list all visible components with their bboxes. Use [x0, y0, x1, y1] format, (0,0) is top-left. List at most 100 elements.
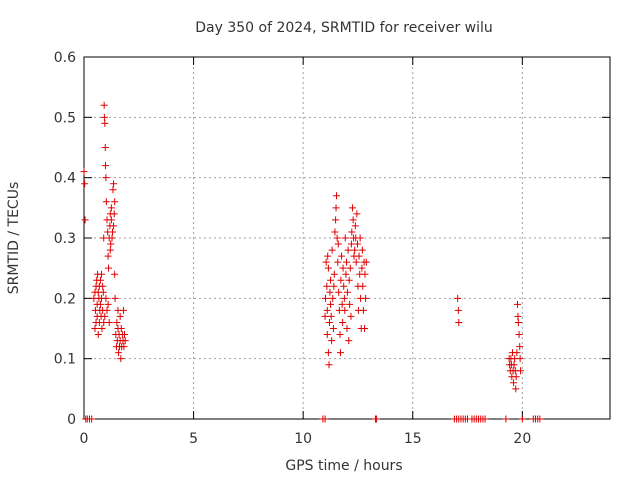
data-point	[321, 415, 329, 423]
data-point	[327, 300, 335, 308]
data-point	[322, 258, 330, 266]
data-point	[514, 318, 522, 326]
data-point	[343, 288, 351, 296]
data-point	[333, 234, 341, 242]
data-point	[88, 415, 96, 423]
data-point	[96, 300, 104, 308]
data-point	[517, 367, 525, 375]
data-point	[325, 318, 333, 326]
data-point	[329, 294, 337, 302]
data-point	[336, 349, 344, 357]
data-point	[324, 264, 332, 272]
data-point	[321, 312, 329, 320]
data-point	[104, 252, 112, 260]
data-point	[104, 300, 112, 308]
data-point	[358, 264, 366, 272]
data-point	[105, 318, 113, 326]
data-point	[113, 318, 121, 326]
data-point	[108, 228, 116, 236]
data-point	[96, 276, 104, 284]
data-point	[94, 331, 102, 339]
data-point	[81, 216, 89, 224]
data-point	[343, 258, 351, 266]
data-point	[336, 331, 344, 339]
data-point	[515, 331, 523, 339]
data-point	[346, 264, 354, 272]
y-tick-label: 0.4	[54, 171, 76, 187]
x-tick-label: 0	[80, 431, 89, 447]
data-point	[536, 415, 544, 423]
data-point	[117, 355, 125, 363]
data-point	[110, 210, 118, 218]
data-point	[351, 246, 359, 254]
data-point	[100, 101, 108, 109]
data-point	[361, 270, 369, 278]
data-point	[362, 258, 370, 266]
data-point	[481, 415, 489, 423]
data-point	[98, 325, 106, 332]
data-point	[332, 192, 340, 200]
data-point	[330, 270, 338, 278]
data-point	[99, 282, 107, 290]
axis-ticks: 0 0.1 0.2 0.3 0.4 0.5 0.6 0 5 10 15 20	[54, 50, 610, 447]
data-point	[362, 294, 370, 302]
data-point	[111, 294, 119, 302]
x-tick-label: 20	[513, 431, 531, 447]
data-point	[328, 337, 336, 345]
data-point	[99, 288, 107, 296]
data-point	[334, 258, 342, 266]
data-point	[347, 240, 355, 248]
data-point	[510, 379, 518, 387]
data-point	[101, 162, 109, 170]
chart-title: Day 350 of 2024, SRMTID for receiver wil…	[195, 20, 493, 36]
data-point	[514, 300, 522, 308]
data-point	[516, 343, 524, 351]
data-point	[348, 204, 356, 212]
data-point	[121, 337, 129, 345]
data-point	[106, 246, 114, 254]
data-point	[102, 198, 110, 206]
data-point	[101, 119, 109, 127]
data-point	[107, 204, 115, 212]
data-point	[512, 373, 520, 381]
data-point	[111, 198, 119, 206]
data-point	[117, 325, 125, 332]
data-point	[454, 306, 462, 314]
x-tick-label: 5	[189, 431, 198, 447]
data-point	[120, 343, 128, 351]
data-point	[354, 240, 362, 248]
data-point	[332, 204, 340, 212]
data-point	[323, 306, 331, 314]
data-point	[121, 331, 129, 339]
y-tick-label: 0	[67, 412, 76, 428]
data-point	[340, 294, 348, 302]
data-point	[326, 288, 334, 296]
data-point	[347, 312, 355, 320]
data-point	[339, 264, 347, 272]
data-point	[338, 252, 346, 260]
data-point	[351, 222, 359, 230]
data-point	[80, 168, 88, 176]
x-axis-label: GPS time / hours	[285, 458, 402, 474]
data-point	[352, 258, 360, 266]
data-point	[345, 337, 353, 345]
data-point	[349, 216, 357, 224]
data-point	[116, 312, 124, 320]
data-point	[334, 240, 342, 248]
data-point	[518, 415, 526, 423]
data-point	[512, 385, 520, 393]
data-point	[324, 252, 332, 260]
data-point	[103, 306, 111, 314]
data-point	[337, 276, 345, 284]
data-point	[356, 234, 364, 242]
data-point	[361, 325, 369, 332]
x-tick-label: 10	[294, 431, 312, 447]
data-point	[332, 216, 340, 224]
data-point	[101, 144, 109, 151]
data-point	[342, 270, 350, 278]
data-point	[98, 270, 106, 278]
data-point	[513, 349, 521, 357]
data-point	[359, 282, 367, 290]
data-point	[359, 306, 367, 314]
